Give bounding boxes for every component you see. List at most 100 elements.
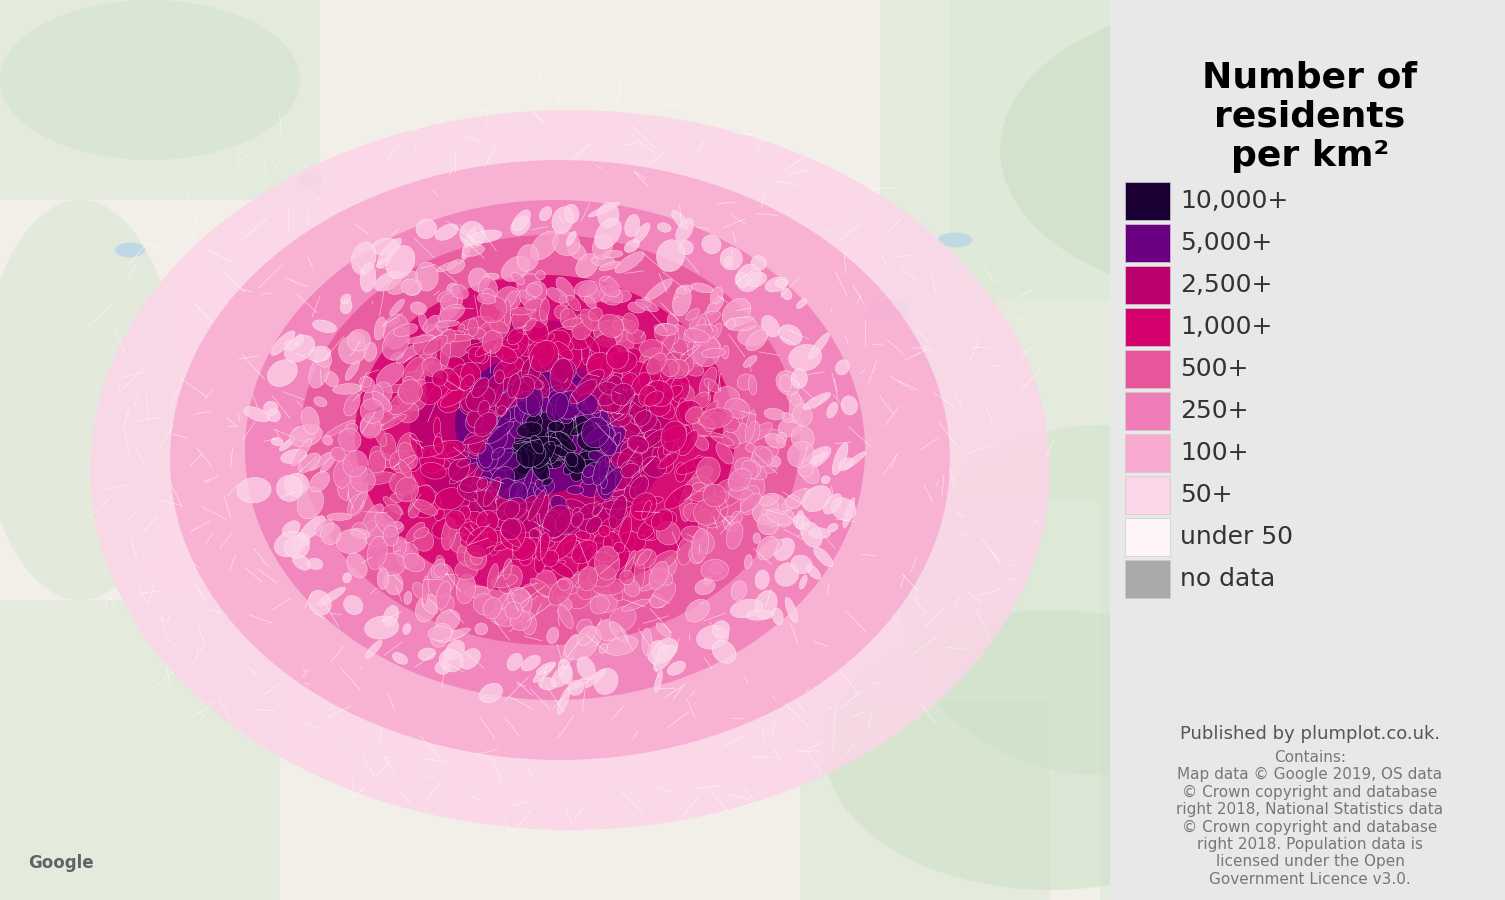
Ellipse shape: [629, 476, 649, 499]
Ellipse shape: [572, 512, 584, 527]
Ellipse shape: [629, 362, 652, 381]
Ellipse shape: [578, 450, 607, 460]
Ellipse shape: [634, 558, 644, 588]
Ellipse shape: [748, 421, 757, 440]
Ellipse shape: [464, 545, 486, 570]
Ellipse shape: [683, 324, 718, 342]
Ellipse shape: [613, 530, 622, 546]
Ellipse shape: [600, 468, 623, 495]
Ellipse shape: [548, 421, 564, 432]
Ellipse shape: [558, 409, 572, 424]
Bar: [1126, 182, 1169, 220]
Ellipse shape: [351, 528, 370, 539]
Ellipse shape: [433, 624, 453, 643]
Ellipse shape: [686, 599, 709, 622]
Ellipse shape: [605, 380, 622, 409]
Ellipse shape: [415, 594, 438, 622]
Ellipse shape: [582, 425, 594, 438]
Ellipse shape: [477, 320, 503, 342]
Ellipse shape: [476, 339, 498, 356]
Ellipse shape: [563, 540, 582, 557]
Bar: [1111, 0, 1505, 900]
Ellipse shape: [340, 299, 352, 314]
Ellipse shape: [692, 335, 719, 367]
Ellipse shape: [832, 443, 847, 475]
Ellipse shape: [448, 374, 465, 389]
Ellipse shape: [704, 379, 719, 392]
Ellipse shape: [607, 471, 626, 491]
Ellipse shape: [345, 360, 360, 381]
Ellipse shape: [546, 627, 558, 644]
Ellipse shape: [501, 340, 519, 349]
Ellipse shape: [467, 526, 498, 558]
Text: Google: Google: [29, 854, 93, 872]
Ellipse shape: [506, 449, 534, 481]
Ellipse shape: [491, 466, 515, 491]
Ellipse shape: [522, 357, 542, 383]
Ellipse shape: [382, 505, 402, 523]
Ellipse shape: [596, 620, 619, 641]
Ellipse shape: [376, 363, 403, 388]
Ellipse shape: [555, 332, 564, 351]
Ellipse shape: [597, 202, 619, 228]
Ellipse shape: [576, 384, 593, 402]
Ellipse shape: [363, 342, 376, 361]
Ellipse shape: [643, 456, 667, 477]
Ellipse shape: [533, 458, 566, 466]
Ellipse shape: [324, 372, 339, 387]
Ellipse shape: [397, 401, 418, 423]
Ellipse shape: [522, 406, 542, 428]
Ellipse shape: [664, 439, 674, 455]
Ellipse shape: [519, 290, 537, 310]
Ellipse shape: [766, 509, 790, 525]
Ellipse shape: [572, 547, 582, 561]
Ellipse shape: [647, 641, 667, 664]
Ellipse shape: [369, 451, 385, 476]
Ellipse shape: [321, 456, 336, 473]
Ellipse shape: [500, 371, 533, 380]
Ellipse shape: [471, 511, 488, 534]
Ellipse shape: [412, 529, 433, 551]
Ellipse shape: [432, 440, 465, 459]
Ellipse shape: [610, 440, 628, 464]
Ellipse shape: [284, 473, 309, 497]
Ellipse shape: [501, 518, 521, 540]
Ellipse shape: [625, 348, 644, 365]
Ellipse shape: [697, 457, 721, 484]
Ellipse shape: [640, 339, 662, 357]
Ellipse shape: [638, 385, 656, 406]
Ellipse shape: [448, 512, 464, 538]
Ellipse shape: [543, 385, 561, 402]
Ellipse shape: [670, 359, 689, 379]
Ellipse shape: [464, 506, 494, 514]
Text: 2,500+: 2,500+: [1180, 273, 1272, 297]
Ellipse shape: [796, 299, 807, 309]
Ellipse shape: [512, 537, 539, 560]
Ellipse shape: [503, 507, 510, 534]
Ellipse shape: [594, 390, 613, 404]
Ellipse shape: [438, 628, 471, 642]
Ellipse shape: [799, 461, 819, 483]
Ellipse shape: [447, 259, 465, 274]
Ellipse shape: [573, 575, 591, 591]
Ellipse shape: [546, 513, 567, 542]
Ellipse shape: [570, 420, 593, 436]
Text: 50+: 50+: [1180, 483, 1233, 507]
Ellipse shape: [674, 463, 686, 482]
Ellipse shape: [512, 273, 524, 285]
Ellipse shape: [521, 402, 540, 428]
Ellipse shape: [411, 302, 426, 315]
Ellipse shape: [620, 571, 634, 585]
Ellipse shape: [546, 392, 569, 421]
Ellipse shape: [548, 445, 569, 457]
Ellipse shape: [594, 546, 620, 580]
Ellipse shape: [445, 510, 465, 529]
Ellipse shape: [765, 434, 786, 448]
Ellipse shape: [742, 460, 759, 479]
Ellipse shape: [689, 546, 703, 564]
Ellipse shape: [579, 626, 602, 647]
Ellipse shape: [268, 409, 280, 422]
Ellipse shape: [808, 527, 831, 538]
Ellipse shape: [515, 428, 546, 446]
Ellipse shape: [765, 277, 789, 292]
